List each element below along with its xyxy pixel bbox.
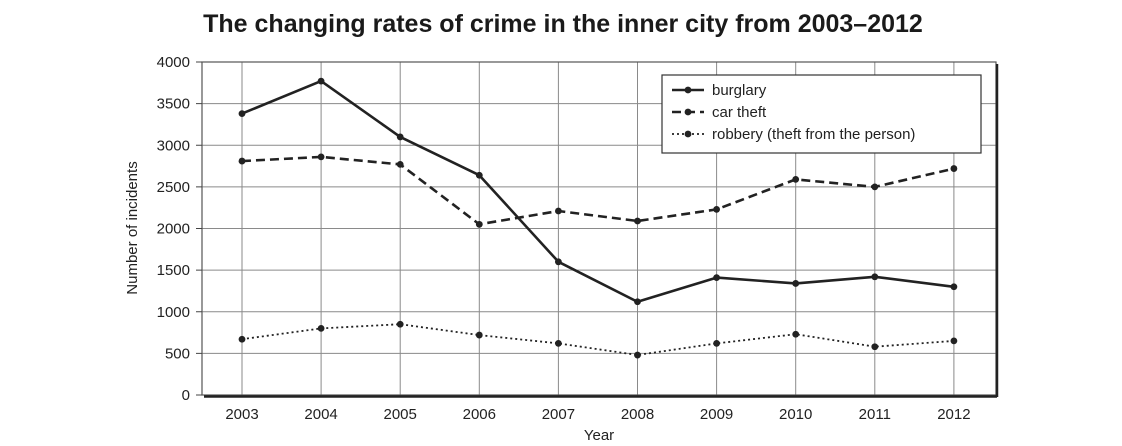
series-point [871, 343, 879, 351]
series-point [950, 283, 958, 291]
series-point [317, 77, 325, 85]
series-line-burglary [241, 79, 955, 304]
x-tick-label: 2005 [384, 406, 417, 423]
series-point [317, 325, 325, 332]
legend-label: burglary [712, 82, 767, 99]
y-tick-label: 1000 [157, 304, 190, 321]
series-point [871, 273, 879, 281]
x-tick-label: 2003 [225, 406, 258, 423]
x-axis-label: Year [584, 427, 614, 444]
series-point [555, 207, 562, 215]
x-tick-label: 2008 [621, 406, 654, 423]
series-line-car [241, 155, 955, 226]
y-tick-label: 0 [182, 387, 190, 404]
series-point [475, 220, 483, 228]
x-tick-label: 2006 [463, 406, 496, 423]
y-tick-label: 3500 [157, 96, 190, 113]
series-point [396, 160, 404, 168]
series-point [950, 165, 958, 172]
series-point [792, 175, 800, 183]
y-tick-label: 1500 [157, 262, 190, 279]
series-point [871, 183, 879, 191]
y-tick-label: 4000 [157, 54, 190, 71]
x-tick-label: 2011 [859, 406, 891, 423]
series-point [634, 298, 641, 306]
series-point [475, 171, 483, 179]
y-tick-label: 2500 [157, 179, 190, 196]
series-point [555, 258, 562, 266]
chart-title: The changing rates of crime in the inner… [203, 10, 923, 38]
x-tick-label: 2012 [937, 406, 970, 423]
legend: burglary car theft robbery (theft from the… [661, 74, 982, 154]
x-axis-ticks: 2003 2004 2005 2006 2007 2008 2009 2010 2011 2012 [225, 406, 970, 423]
series-point [555, 339, 562, 347]
series-point [713, 339, 720, 347]
y-tick-label: 500 [165, 345, 190, 362]
x-tick-label: 2004 [304, 406, 337, 423]
series-point [396, 320, 404, 328]
y-axis-label: Number of incidents [124, 161, 141, 294]
series-point [634, 217, 641, 225]
legend-swatch-marker [684, 108, 692, 116]
series-point [317, 153, 325, 161]
legend-label: car theft [712, 104, 767, 121]
series-point [634, 351, 641, 359]
series-point [238, 110, 246, 118]
x-tick-label: 2007 [542, 406, 575, 423]
series-line-robbery [241, 323, 954, 356]
legend-box [661, 74, 982, 154]
x-tick-label: 2009 [700, 406, 733, 423]
y-tick-label: 3000 [157, 137, 190, 154]
y-tick-label: 2000 [157, 221, 190, 238]
series-point [792, 280, 800, 287]
legend-swatch-marker [684, 86, 692, 94]
series-point [238, 157, 246, 165]
series-point [792, 330, 800, 338]
legend-label: robbery (theft from the person) [712, 126, 915, 143]
y-axis-ticks: 0 500 1000 1500 2000 2500 3000 3500 4000 [157, 54, 202, 404]
x-tick-label: 2010 [779, 406, 812, 423]
series-point [713, 274, 720, 282]
series-point [475, 331, 483, 339]
series-point [238, 335, 246, 343]
legend-swatch-marker [684, 130, 692, 138]
series-point [396, 133, 404, 141]
series-point [950, 337, 958, 345]
series-group [238, 77, 958, 359]
grid [202, 62, 996, 395]
series-point [713, 205, 720, 213]
